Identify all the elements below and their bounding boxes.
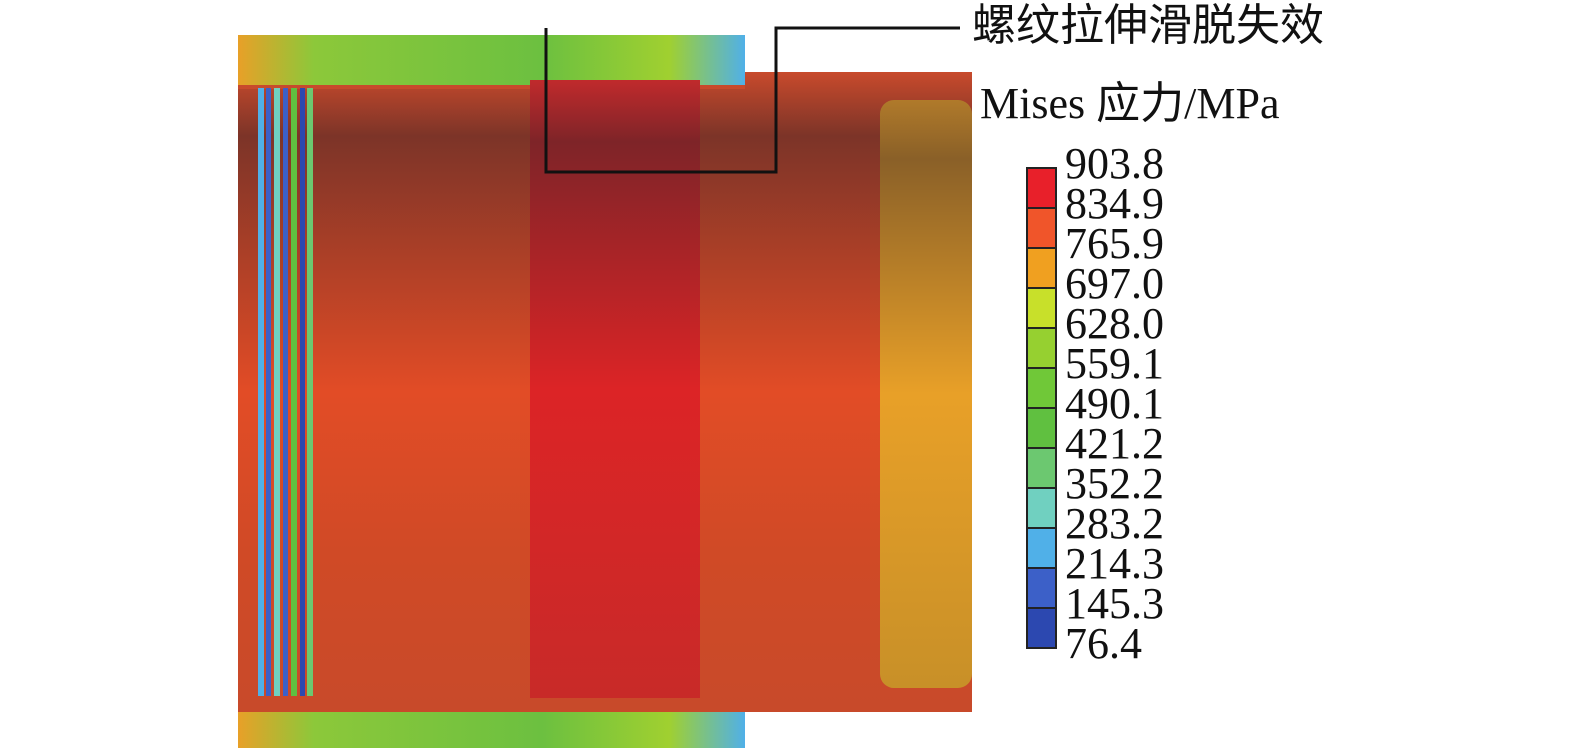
legend-label: 834.9: [1065, 179, 1164, 228]
legend-swatch: [1026, 287, 1057, 329]
annotation-box: [544, 26, 960, 174]
legend-swatch: [1026, 567, 1057, 609]
sleeve-top-overlay: [238, 35, 745, 85]
legend-swatch: [1026, 367, 1057, 409]
annotation: 螺纹拉伸滑脱失效: [972, 1, 1324, 50]
thread-rings: [258, 88, 313, 696]
legend-swatch: [1026, 207, 1057, 249]
legend-label: 628.0: [1065, 299, 1164, 348]
legend-swatch: [1026, 407, 1057, 449]
legend-swatch: [1026, 527, 1057, 569]
legend-swatch: [1026, 447, 1057, 489]
legend-title: Mises 应力/MPa: [980, 79, 1279, 128]
legend-label: 903.8: [1065, 139, 1164, 188]
legend-label: 765.9: [1065, 219, 1164, 268]
legend-label: 214.3: [1065, 539, 1164, 588]
legend-label: 697.0: [1065, 259, 1164, 308]
legend-label: 76.4: [1065, 619, 1142, 668]
high-stress-band: [530, 80, 700, 698]
legend-swatch: [1026, 247, 1057, 289]
legend-label: 352.2: [1065, 459, 1164, 508]
legend: 903.8834.9765.9697.0628.0559.1490.1421.2…: [1026, 139, 1164, 668]
legend-swatch: [1026, 327, 1057, 369]
legend-label: 559.1: [1065, 339, 1164, 388]
legend-swatch: [1026, 607, 1057, 649]
legend-swatch: [1026, 487, 1057, 529]
thread-line: [238, 85, 745, 89]
legend-label: 490.1: [1065, 379, 1164, 428]
legend-label: 283.2: [1065, 499, 1164, 548]
legend-swatch: [1026, 167, 1057, 209]
legend-label: 145.3: [1065, 579, 1164, 628]
contour-plot: [238, 35, 972, 748]
low-stress-band: [880, 100, 972, 688]
legend-label: 421.2: [1065, 419, 1164, 468]
